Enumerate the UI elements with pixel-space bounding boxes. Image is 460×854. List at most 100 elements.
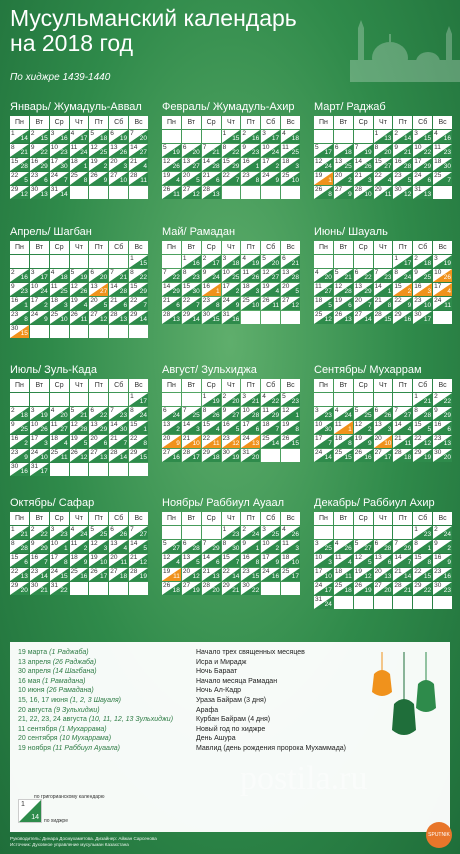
hijri-day: 3 xyxy=(427,288,432,295)
event-names-column: Начало трех священных месяцев Исра и Мира… xyxy=(196,648,366,754)
event-date-row: 13 апреля (26 Раджаба) xyxy=(18,658,198,668)
hijri-day: 23 xyxy=(119,412,128,419)
hijri-day: 6 xyxy=(387,559,392,566)
empty-cell xyxy=(109,393,129,406)
gregorian-day: 21 xyxy=(202,172,210,179)
day-cell: 24 9 xyxy=(261,172,281,185)
month-title: Апрель/ Шагбан xyxy=(10,226,92,238)
day-cell: 27 19 xyxy=(181,582,201,595)
hijri-day: 30 xyxy=(443,163,451,170)
weekday-header: Ср xyxy=(201,116,221,129)
weekday-header: Ср xyxy=(49,379,69,392)
hijri-day: 4 xyxy=(387,177,392,184)
weekday-header: Пн xyxy=(162,379,181,392)
hijri-day: 11 xyxy=(173,191,180,198)
gregorian-day: 10 xyxy=(242,407,250,414)
day-cell: 20 6 xyxy=(89,435,109,448)
weekday-header: Чт xyxy=(69,379,89,392)
hijri-day: 2 xyxy=(24,440,28,447)
hijri-day: 17 xyxy=(192,454,200,461)
day-cell: 12 3 xyxy=(89,540,109,553)
gregorian-day: 25 xyxy=(50,311,58,318)
day-cell: 8 20 xyxy=(373,144,393,157)
gregorian-day: 17 xyxy=(434,283,442,290)
event-date: 20 сентября xyxy=(18,735,60,743)
hijri-day: 5 xyxy=(196,177,200,184)
day-cell: 23 16 xyxy=(433,568,452,581)
day-cell: 19 5 xyxy=(69,435,89,448)
gregorian-day: 25 xyxy=(262,435,270,442)
gregorian-day: 5 xyxy=(90,130,95,137)
day-cell: 5 19 xyxy=(69,269,89,282)
month-grid: Пн Вт Ср Чт Пт Сб Вс 1 19 2 20 3 21 4 22 5 23 6 24 7 25 8 26 9 2… xyxy=(162,379,300,462)
empty-cell xyxy=(201,130,221,143)
day-cell: 26 9 xyxy=(89,172,109,185)
day-cell: 24 17 xyxy=(314,582,333,595)
hijri-day: 18 xyxy=(212,454,220,461)
gregorian-day: 23 xyxy=(11,311,19,318)
gregorian-day: 3 xyxy=(30,269,35,276)
gregorian-day: 30 xyxy=(414,311,422,318)
hijri-day: 25 xyxy=(232,274,240,281)
weekday-header: Вт xyxy=(29,241,49,254)
event-name: Исра и Мирадж xyxy=(196,658,247,666)
hijri-day: 11 xyxy=(344,573,352,580)
month-calendar: Февраль/ Жумадуль-Ахир Пн Вт Ср Чт Пт Сб Вс 1 15 2… xyxy=(162,100,300,199)
empty-cell xyxy=(109,186,129,199)
day-cell: 24 11 xyxy=(433,297,452,310)
event-date: 10 июня xyxy=(18,687,47,695)
day-cell: 27 12 xyxy=(89,311,109,324)
hijri-day: 30 xyxy=(60,163,68,170)
hijri-day: 29 xyxy=(404,545,412,552)
hijri-day: 5 xyxy=(295,288,299,295)
weekday-header: Ср xyxy=(353,379,373,392)
hijri-day: 26 xyxy=(172,163,180,170)
gregorian-day: 17 xyxy=(50,158,58,165)
gregorian-day: 10 xyxy=(50,144,58,151)
hijri-day: 1 xyxy=(328,177,332,184)
empty-cell xyxy=(393,596,413,609)
hijri-day: 23 xyxy=(60,149,68,156)
day-cell: 12 1 xyxy=(281,407,300,420)
day-cell: 12 25 xyxy=(89,144,109,157)
hijri-day: 6 xyxy=(44,177,48,184)
hijri-day: 6 xyxy=(427,177,432,184)
day-cell: 22 7 xyxy=(181,297,201,310)
month-title: Февраль/ Жумадуль-Ахир xyxy=(162,101,295,113)
day-cell: 12 4 xyxy=(162,554,181,567)
day-cell: 3 16 xyxy=(49,130,69,143)
gregorian-day: 10 xyxy=(262,144,270,151)
hijri-day: 7 xyxy=(44,559,48,566)
hijri-day: 29 xyxy=(100,426,108,433)
gregorian-day: 19 xyxy=(163,172,171,179)
gregorian-day: 2 xyxy=(414,255,418,262)
weekday-header: Ср xyxy=(201,512,221,525)
gregorian-day: 18 xyxy=(262,421,270,428)
day-cell: 29 20 xyxy=(10,582,29,595)
gregorian-day: 5 xyxy=(70,269,75,276)
gregorian-day: 25 xyxy=(434,172,442,179)
day-cell: 5 25 xyxy=(89,526,109,539)
hijri-day: 8 xyxy=(24,316,28,323)
hijri-day: 13 xyxy=(172,316,180,323)
credits-authors: Руководитель: Динара Досмухаметова. Диза… xyxy=(10,836,157,841)
hijri-day: 22 xyxy=(232,149,240,156)
day-cell: 23 8 xyxy=(201,297,221,310)
hijri-day: 7 xyxy=(447,177,451,184)
gregorian-day: 6 xyxy=(163,407,167,414)
hijri-day: 4 xyxy=(348,559,352,566)
day-cell: 2 16 xyxy=(241,130,261,143)
hijri-day: 26 xyxy=(119,149,128,156)
day-cell: 3 15 xyxy=(413,130,433,143)
gregorian-day: 15 xyxy=(414,421,422,428)
gregorian-day: 7 xyxy=(202,144,207,151)
empty-cell xyxy=(181,526,201,539)
empty-cell xyxy=(129,325,148,338)
hijri-day: 8 xyxy=(143,440,147,447)
day-cell: 11 2 xyxy=(69,540,89,553)
gregorian-day: 30 xyxy=(30,186,39,193)
hijri-day: 6 xyxy=(215,177,220,184)
hijri-day: 19 xyxy=(192,587,200,594)
gregorian-day: 9 xyxy=(394,144,399,151)
empty-cell xyxy=(353,596,373,609)
